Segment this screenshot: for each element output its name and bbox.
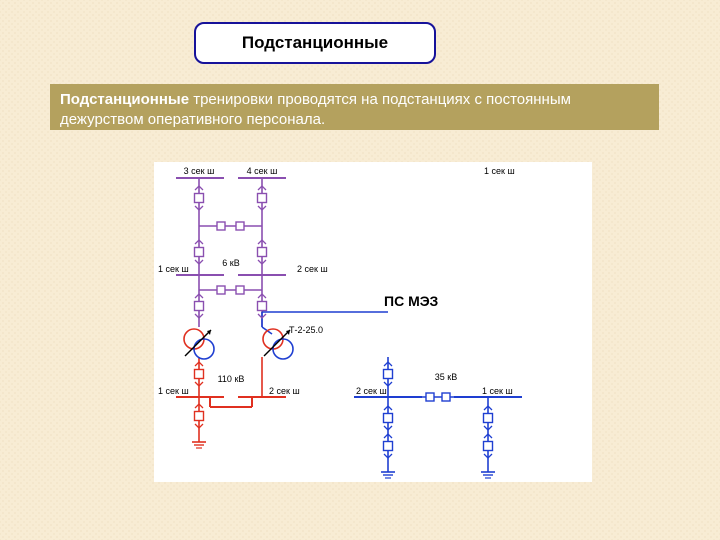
svg-text:Т-2-25.0: Т-2-25.0 [289, 325, 323, 335]
title-pill: Подстанционные [194, 22, 436, 64]
svg-text:2 сек ш: 2 сек ш [297, 264, 328, 274]
svg-text:3 сек ш: 3 сек ш [184, 166, 215, 176]
svg-text:110 кВ: 110 кВ [218, 374, 245, 384]
svg-text:2 сек ш: 2 сек ш [356, 386, 387, 396]
svg-text:1 сек ш: 1 сек ш [158, 386, 189, 396]
svg-text:1 сек ш: 1 сек ш [484, 166, 515, 176]
title-text: Подстанционные [242, 33, 388, 53]
schematic-svg: 3 сек ш 4 сек ш 1 сек ш 1 сек ш 2 сек ш 6 кВ Т… [154, 162, 592, 482]
desc-bold: Подстанционные [60, 91, 189, 108]
svg-text:ПС МЭЗ: ПС МЭЗ [384, 293, 439, 309]
description-bar: Подстанционные тренировки проводятся на … [50, 84, 659, 130]
schematic-diagram: 3 сек ш 4 сек ш 1 сек ш 1 сек ш 2 сек ш 6 кВ Т… [154, 162, 592, 482]
svg-text:1 сек ш: 1 сек ш [482, 386, 513, 396]
svg-text:2 сек ш: 2 сек ш [269, 386, 300, 396]
svg-text:4 сек ш: 4 сек ш [247, 166, 278, 176]
svg-text:35 кВ: 35 кВ [435, 372, 457, 382]
svg-text:6 кВ: 6 кВ [222, 258, 239, 268]
svg-text:1 сек ш: 1 сек ш [158, 264, 189, 274]
